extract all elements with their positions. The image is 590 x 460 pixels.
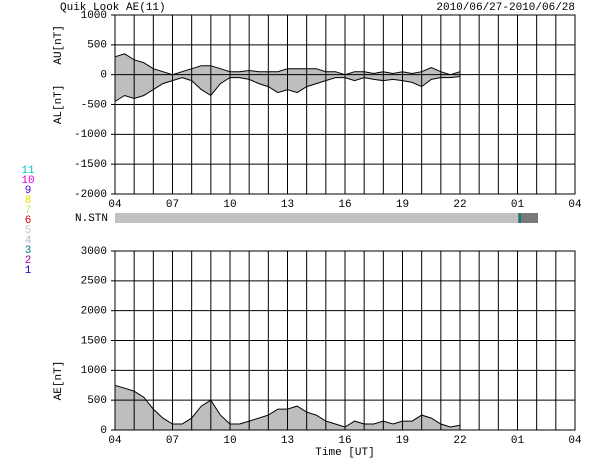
- y-axis-label: AL[nT]: [53, 85, 65, 125]
- y-tick-label: -2000: [74, 189, 107, 201]
- y-tick-label: -1000: [74, 129, 107, 141]
- x-tick-label: 19: [396, 199, 409, 211]
- area: [115, 53, 460, 75]
- y-tick-label: 500: [87, 40, 107, 52]
- station-level: 8: [25, 195, 32, 207]
- chart-subtitle: 2010/06/27-2010/06/28: [436, 2, 575, 14]
- station-level: 11: [21, 165, 35, 177]
- y-tick-label: 3000: [81, 246, 107, 258]
- x-tick-label: 04: [108, 199, 122, 211]
- y-tick-label: 2500: [81, 276, 107, 288]
- x-tick-label: 04: [568, 199, 582, 211]
- x-tick-label: 04: [108, 435, 122, 447]
- x-tick-label: 16: [338, 435, 351, 447]
- x-tick-label: 10: [223, 199, 236, 211]
- station-level: 2: [25, 255, 32, 267]
- x-tick-label: 22: [453, 199, 466, 211]
- area: [115, 385, 460, 430]
- x-tick-label: 04: [568, 435, 582, 447]
- y-tick-label: 1000: [81, 10, 107, 22]
- x-tick-label: 01: [511, 435, 525, 447]
- y-tick-label: 0: [100, 70, 107, 82]
- station-level: 10: [21, 175, 34, 187]
- x-tick-label: 01: [511, 199, 525, 211]
- x-tick-label: 07: [166, 435, 179, 447]
- station-level: 7: [25, 205, 32, 217]
- x-tick-label: 07: [166, 199, 179, 211]
- station-bar-low: [518, 213, 538, 223]
- station-level: 9: [25, 185, 32, 197]
- station-level: 5: [25, 225, 32, 237]
- y-tick-label: 500: [87, 395, 107, 407]
- x-tick-label: 13: [281, 199, 294, 211]
- y-tick-label: -1500: [74, 159, 107, 171]
- y-axis-label: AE[nT]: [53, 361, 65, 401]
- plot-frame: [114, 250, 576, 431]
- x-tick-label: 22: [453, 435, 466, 447]
- y-tick-label: 0: [100, 425, 107, 437]
- station-level: 3: [25, 245, 32, 257]
- plot-frame: [114, 14, 576, 195]
- x-tick-label: 10: [223, 435, 236, 447]
- x-tick-label: 19: [396, 435, 409, 447]
- x-tick-label: 16: [338, 199, 351, 211]
- y-tick-label: -500: [81, 99, 107, 111]
- station-bar: [115, 213, 538, 223]
- y-tick-label: 1500: [81, 335, 107, 347]
- station-label: N.STN: [75, 213, 108, 225]
- station-level: 4: [25, 235, 32, 247]
- y-tick-label: 2000: [81, 306, 107, 318]
- y-tick-label: 1000: [81, 365, 107, 377]
- x-tick-label: 13: [281, 435, 294, 447]
- chart-title: Quik Look AE(11): [60, 2, 166, 14]
- station-level: 1: [25, 265, 32, 277]
- y-axis-label: AU[nT]: [53, 25, 65, 65]
- station-level: 6: [25, 215, 32, 227]
- x-axis-label: Time [UT]: [315, 447, 374, 459]
